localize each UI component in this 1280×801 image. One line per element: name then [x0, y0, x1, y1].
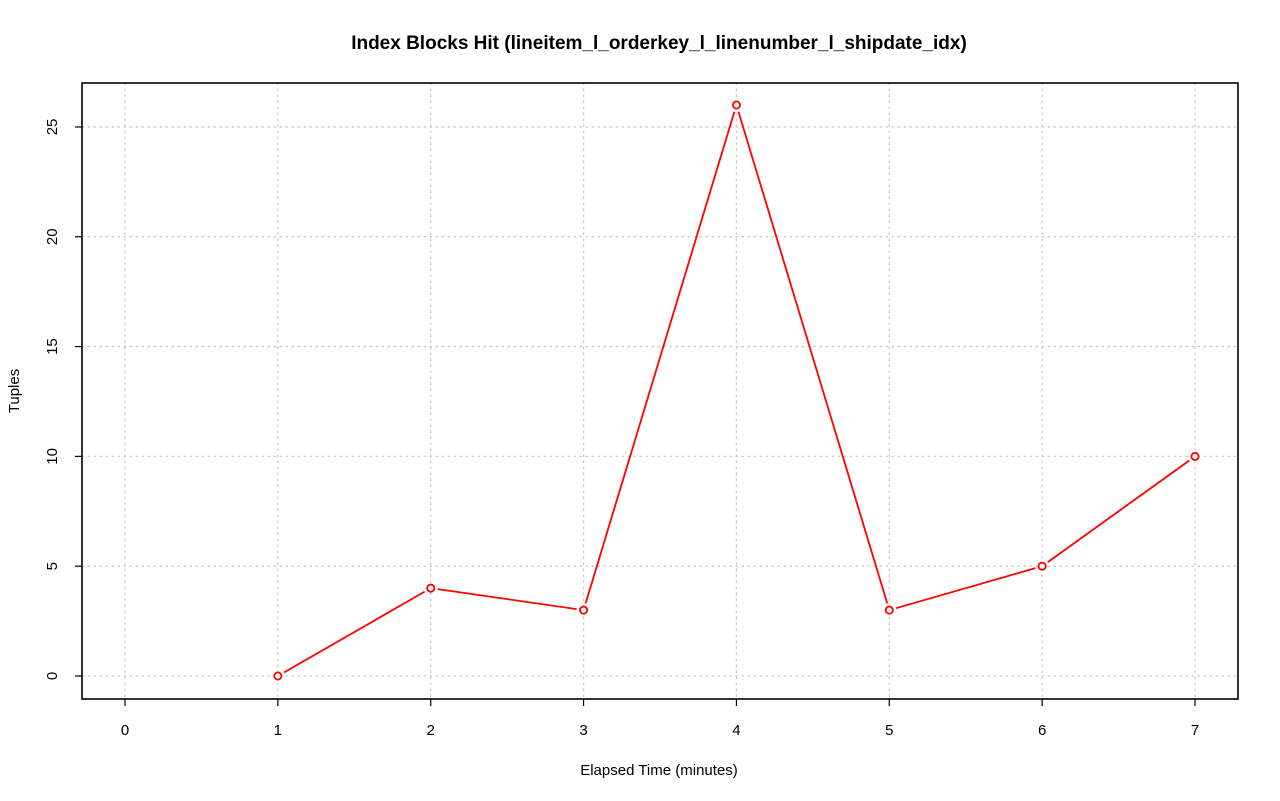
y-tick-label: 15 — [44, 338, 61, 355]
data-point — [579, 605, 589, 615]
series-line-segment — [437, 588, 577, 611]
y-tick-label: 5 — [44, 562, 61, 570]
data-point — [884, 605, 894, 615]
data-point — [731, 100, 741, 110]
x-tick-label: 7 — [1191, 722, 1199, 739]
series-line-segment — [283, 590, 426, 674]
x-tick-label: 3 — [579, 722, 587, 739]
data-point — [1037, 561, 1047, 571]
data-point — [426, 583, 436, 593]
plot-frame — [81, 82, 1239, 700]
y-tick-label: 0 — [44, 672, 61, 680]
x-tick-label: 0 — [121, 722, 129, 739]
x-tick-label: 5 — [885, 722, 893, 739]
x-tick-label: 2 — [427, 722, 435, 739]
series-line-segment — [1047, 459, 1190, 563]
series-line-segment — [584, 111, 736, 604]
data-point — [1190, 451, 1200, 461]
data-series — [273, 100, 1200, 681]
axes: 0 1 2 3 4 5 6 7 0 5 10 15 20 25 — [44, 119, 1199, 739]
y-tick-label: 20 — [44, 228, 61, 245]
x-tick-label: 4 — [732, 722, 740, 739]
y-axis-label: Tuples — [6, 369, 23, 413]
x-tick-label: 1 — [274, 722, 282, 739]
chart-title: Index Blocks Hit (lineitem_l_orderkey_l_… — [351, 33, 967, 54]
y-tick-label: 10 — [44, 448, 61, 465]
series-line-segment — [895, 567, 1036, 610]
x-axis-label: Elapsed Time (minutes) — [580, 762, 738, 779]
y-tick-label: 25 — [44, 119, 61, 136]
data-point — [273, 671, 283, 681]
grid-lines — [81, 82, 1239, 700]
x-tick-label: 6 — [1038, 722, 1046, 739]
series-line-segment — [737, 111, 889, 604]
